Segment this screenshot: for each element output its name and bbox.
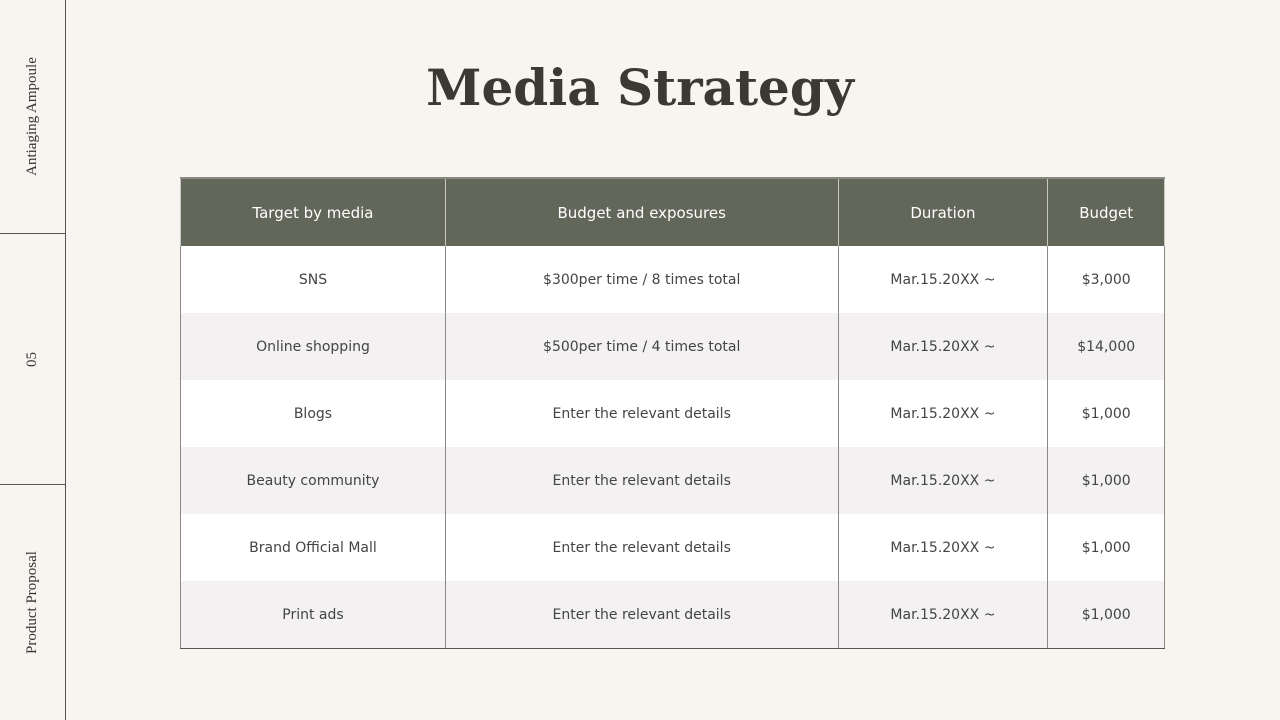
page-number: 05 [24,351,40,367]
table-cell: Mar.15.20XX ~ [837,514,1049,581]
table-cell: Mar.15.20XX ~ [837,447,1049,514]
table-cell: SNS [180,246,446,313]
table-cell: Mar.15.20XX ~ [837,380,1049,447]
column-header: Budget [1047,178,1165,246]
table-row: Blogs Enter the relevant details Mar.15.20… [180,380,1165,447]
table-cell: Enter the relevant details [444,447,839,514]
table-cell: $14,000 [1047,313,1165,380]
table-cell: Blogs [180,380,446,447]
table-row: Online shopping $500per time / 4 times to… [180,313,1165,380]
table-cell: Mar.15.20XX ~ [837,581,1049,649]
column-header: Target by media [180,178,446,246]
sidebar: Antiaging Ampoule 05 Product Proposal [0,0,66,720]
table-cell: $300per time / 8 times total [444,246,839,313]
table-cell: $3,000 [1047,246,1165,313]
sidebar-section-page: 05 [0,234,65,485]
table-row: Brand Official Mall Enter the relevant de… [180,514,1165,581]
table-cell: $1,000 [1047,380,1165,447]
table-row: SNS $300per time / 8 times total Mar.15.20… [180,246,1165,313]
table-cell: Enter the relevant details [444,514,839,581]
document-type-label: Product Proposal [24,551,41,654]
table-cell: Mar.15.20XX ~ [837,246,1049,313]
table-cell: Online shopping [180,313,446,380]
table-cell: Beauty community [180,447,446,514]
table-row: Beauty community Enter the relevant detai… [180,447,1165,514]
sidebar-section-product: Antiaging Ampoule [0,0,65,234]
table-cell: $1,000 [1047,447,1165,514]
column-header: Duration [837,178,1049,246]
table-header-row: Target by media Budget and exposures Durat… [180,178,1165,246]
table-cell: $1,000 [1047,514,1165,581]
sidebar-section-doc: Product Proposal [0,485,65,720]
table-row: Print ads Enter the relevant details Mar.1… [180,581,1165,649]
table-cell: Enter the relevant details [444,581,839,649]
column-header: Budget and exposures [444,178,839,246]
table-cell: Brand Official Mall [180,514,446,581]
table-cell: Print ads [180,581,446,649]
table-cell: Mar.15.20XX ~ [837,313,1049,380]
page-title: Media Strategy [426,58,854,117]
table-cell: Enter the relevant details [444,380,839,447]
table-cell: $1,000 [1047,581,1165,649]
media-strategy-table: Target by media Budget and exposures Durat… [180,177,1165,649]
table-cell: $500per time / 4 times total [444,313,839,380]
